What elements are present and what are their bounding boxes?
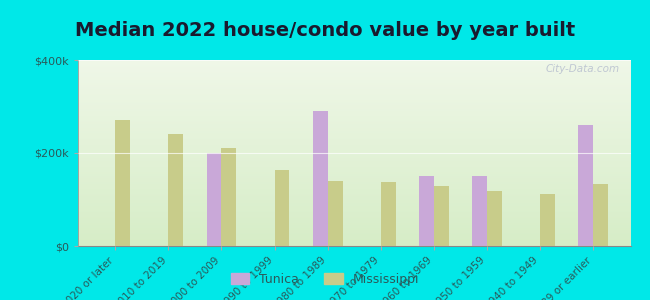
Bar (313, 111, 328, 246)
Bar (434, 187, 448, 246)
Bar (472, 176, 487, 246)
Bar (115, 120, 130, 246)
Bar (222, 148, 237, 246)
Bar (419, 176, 434, 246)
Bar (207, 153, 222, 246)
Text: Median 2022 house/condo value by year built: Median 2022 house/condo value by year bu… (75, 21, 575, 40)
Legend: Tunica, Mississippi: Tunica, Mississippi (226, 268, 424, 291)
Bar (540, 194, 555, 246)
Text: City-Data.com: City-Data.com (545, 64, 619, 74)
Bar (274, 170, 289, 246)
Bar (487, 191, 502, 246)
Bar (168, 134, 183, 246)
Bar (381, 182, 396, 246)
Bar (328, 181, 343, 246)
Bar (578, 125, 593, 246)
Bar (593, 184, 608, 246)
